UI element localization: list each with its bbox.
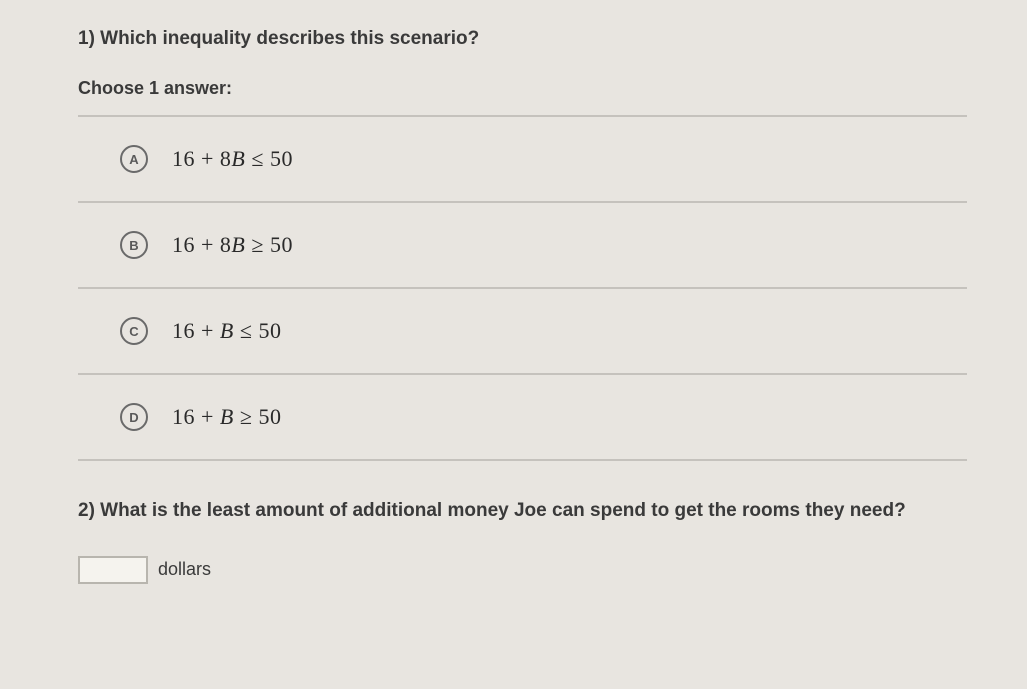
math-num: 16 <box>172 146 195 171</box>
answer-row: dollars <box>78 556 967 584</box>
math-rhs: 50 <box>270 232 293 257</box>
math-num: 16 <box>172 232 195 257</box>
math-op: ≤ <box>240 318 259 343</box>
choice-expression: 16 + 8B ≤ 50 <box>172 146 293 172</box>
choice-row[interactable]: A 16 + 8B ≤ 50 <box>78 117 967 203</box>
math-rhs: 50 <box>258 404 281 429</box>
choose-one-label: Choose 1 answer: <box>78 78 967 99</box>
answer-input[interactable] <box>78 556 148 584</box>
choice-expression: 16 + B ≥ 50 <box>172 404 281 430</box>
choice-letter-c[interactable]: C <box>120 317 148 345</box>
math-var: B <box>231 232 245 257</box>
choice-list: A 16 + 8B ≤ 50 B 16 + 8B ≥ 50 C 16 + B ≤… <box>78 115 967 461</box>
math-var: B <box>220 404 234 429</box>
math-op: ≥ <box>240 404 259 429</box>
math-op: ≥ <box>251 232 270 257</box>
q1-prompt: 1) Which inequality describes this scena… <box>78 28 967 50</box>
math-coeff: 8 <box>220 232 232 257</box>
math-coeff: 8 <box>220 146 232 171</box>
math-plus: + <box>201 232 220 257</box>
choice-letter-d[interactable]: D <box>120 403 148 431</box>
math-num: 16 <box>172 404 195 429</box>
math-num: 16 <box>172 318 195 343</box>
math-var: B <box>231 146 245 171</box>
choice-expression: 16 + B ≤ 50 <box>172 318 281 344</box>
choice-letter-b[interactable]: B <box>120 231 148 259</box>
math-op: ≤ <box>251 146 270 171</box>
math-plus: + <box>201 404 220 429</box>
choice-row[interactable]: B 16 + 8B ≥ 50 <box>78 203 967 289</box>
worksheet-page: 1) Which inequality describes this scena… <box>0 0 1027 604</box>
math-rhs: 50 <box>270 146 293 171</box>
choice-row[interactable]: C 16 + B ≤ 50 <box>78 289 967 375</box>
math-rhs: 50 <box>258 318 281 343</box>
math-plus: + <box>201 146 220 171</box>
choice-letter-a[interactable]: A <box>120 145 148 173</box>
unit-label: dollars <box>158 559 211 580</box>
choice-row[interactable]: D 16 + B ≥ 50 <box>78 375 967 461</box>
math-var: B <box>220 318 234 343</box>
math-plus: + <box>201 318 220 343</box>
q2-prompt: 2) What is the least amount of additiona… <box>78 497 967 526</box>
choice-expression: 16 + 8B ≥ 50 <box>172 232 293 258</box>
